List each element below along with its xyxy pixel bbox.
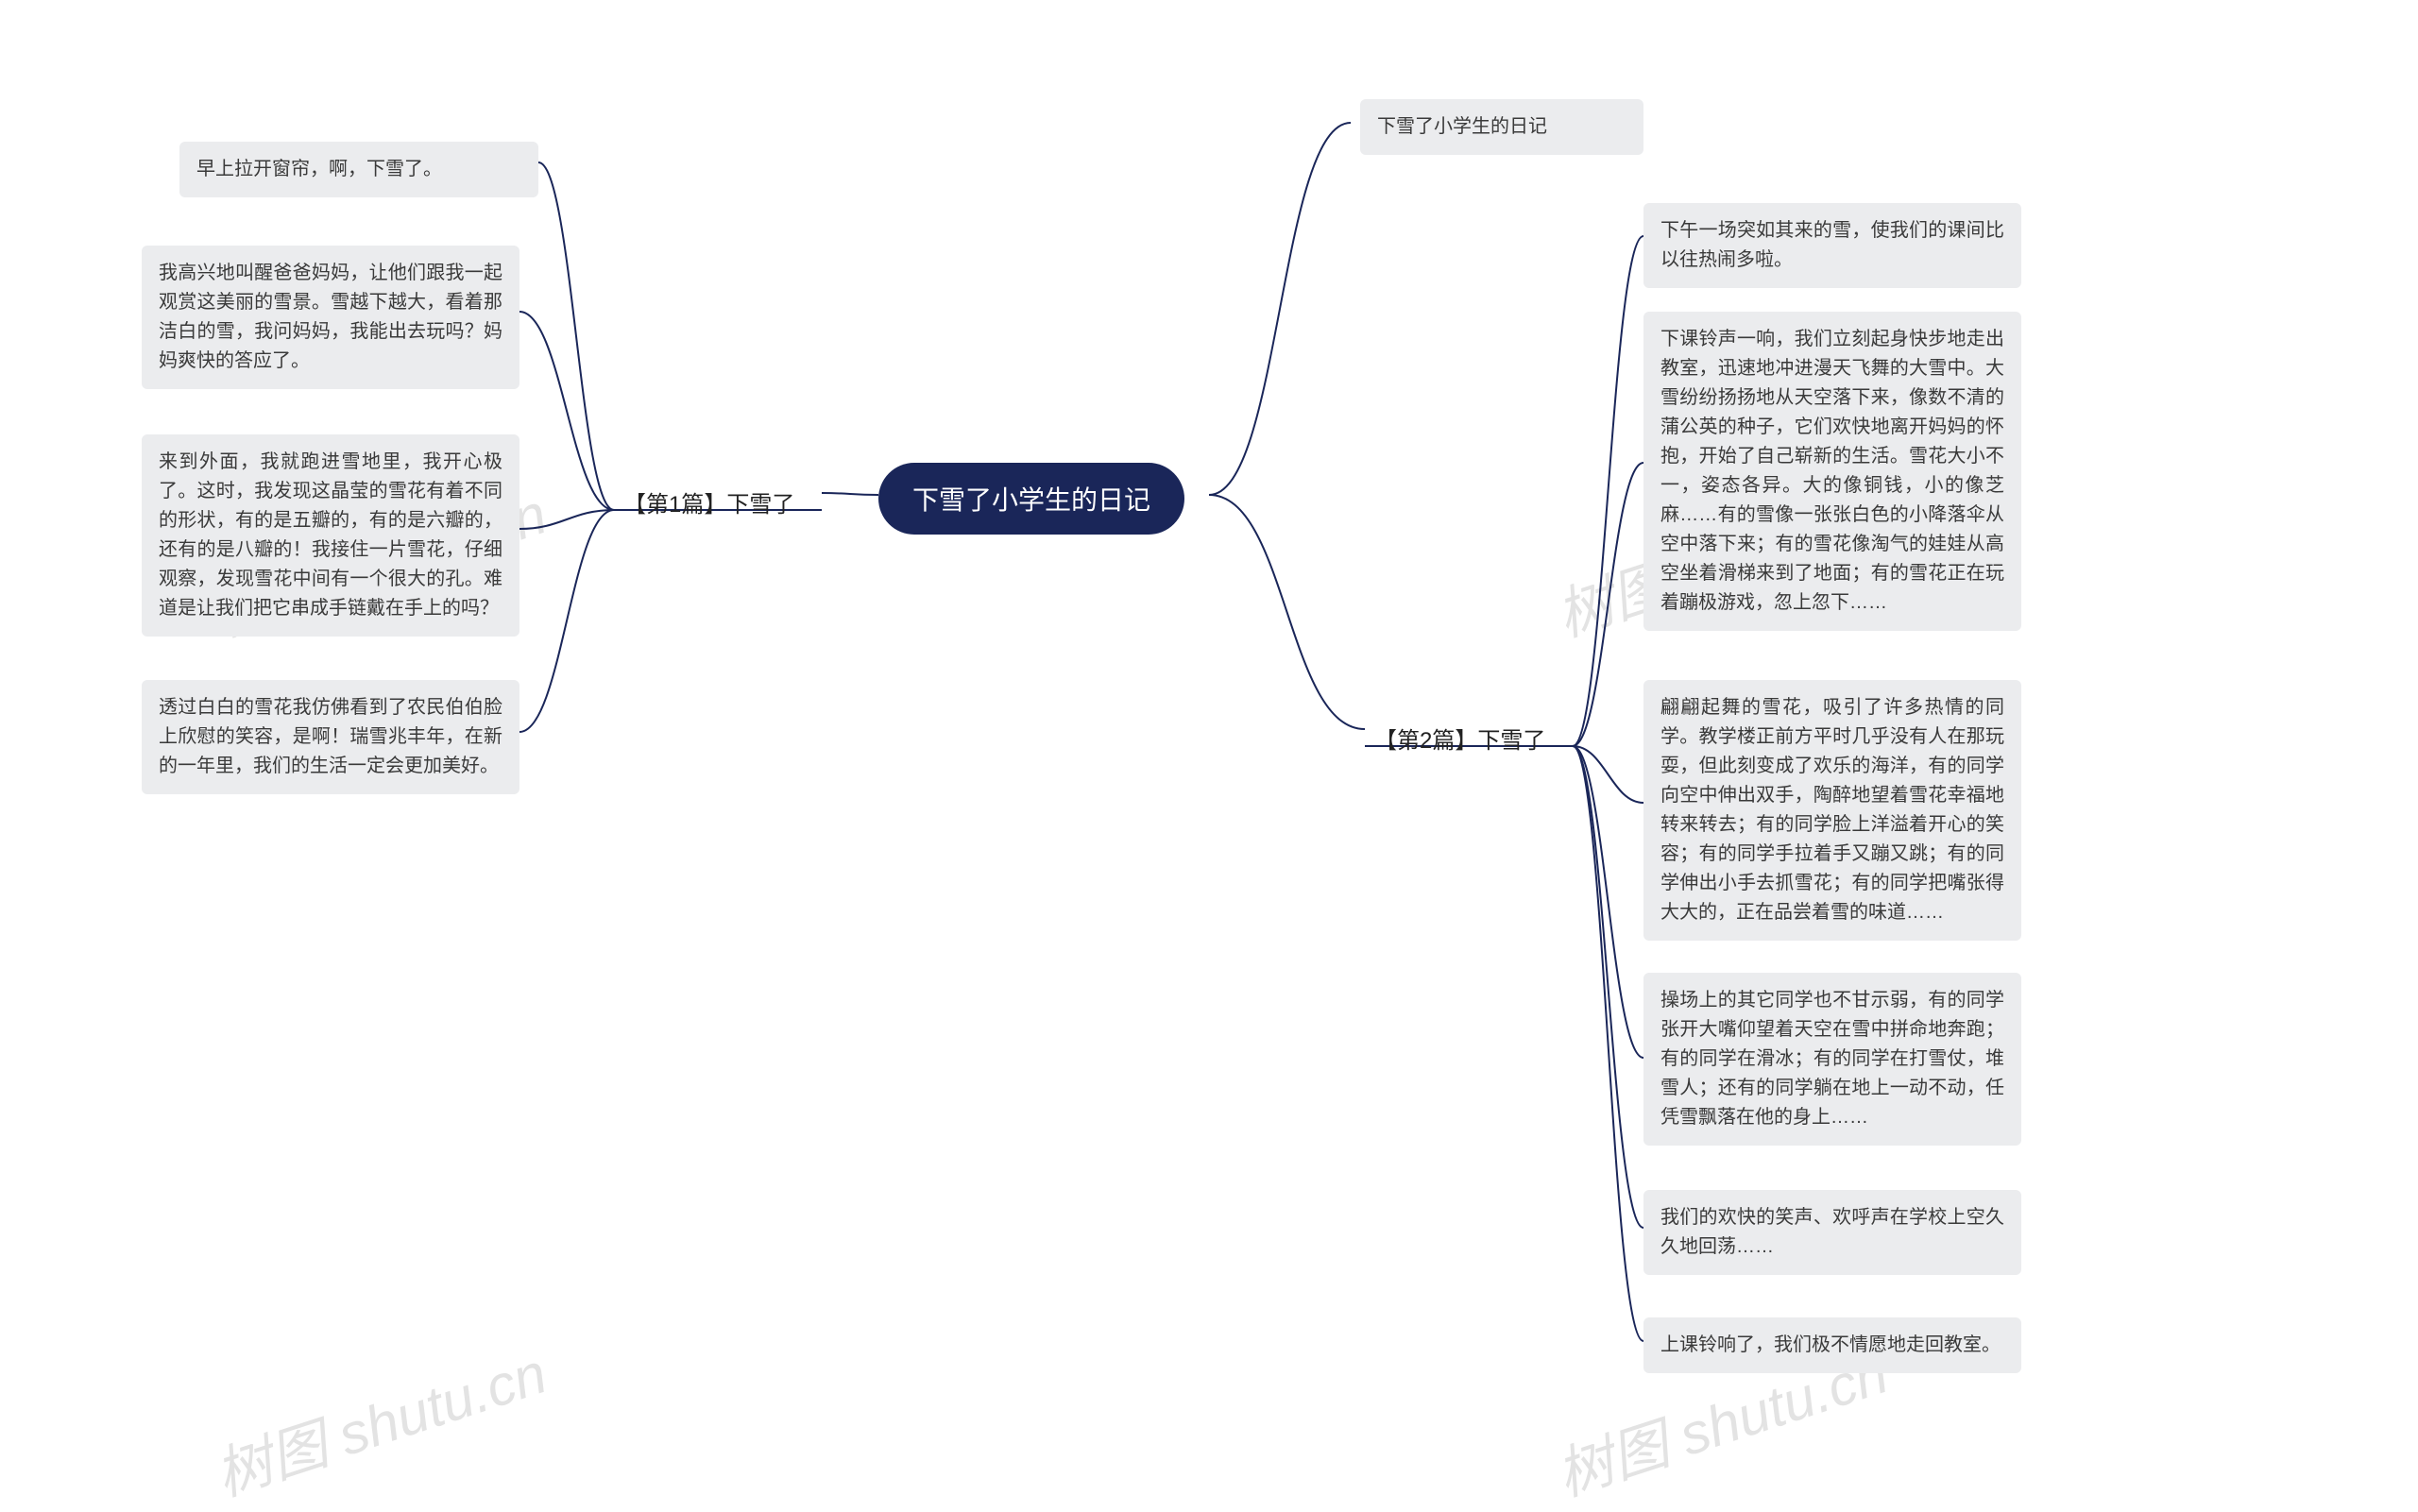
right-leaf: 下课铃声一响，我们立刻起身快步地走出教室，迅速地冲进漫天飞舞的大雪中。大雪纷纷扬… [1643,312,2021,631]
right-leaf: 操场上的其它同学也不甘示弱，有的同学张开大嘴仰望着天空在雪中拼命地奔跑；有的同学… [1643,973,2021,1146]
right-sub-node: 【第2篇】下雪了 [1374,718,1545,758]
right-top-leaf: 下雪了小学生的日记 [1360,99,1643,155]
right-leaf: 下午一场突如其来的雪，使我们的课间比以往热闹多啦。 [1643,203,2021,288]
watermark: 树图 shutu.cn [203,1328,555,1512]
left-leaf: 我高兴地叫醒爸爸妈妈，让他们跟我一起观赏这美丽的雪景。雪越下越大，看着那洁白的雪… [142,246,519,389]
root-node: 下雪了小学生的日记 [878,463,1184,535]
right-leaf: 我们的欢快的笑声、欢呼声在学校上空久久地回荡…… [1643,1190,2021,1275]
left-sub-node: 【第1篇】下雪了 [623,482,794,522]
right-leaf: 上课铃响了，我们极不情愿地走回教室。 [1643,1317,2021,1373]
left-leaf: 透过白白的雪花我仿佛看到了农民伯伯脸上欣慰的笑容，是啊！瑞雪兆丰年，在新的一年里… [142,680,519,794]
right-leaf: 翩翩起舞的雪花，吸引了许多热情的同学。教学楼正前方平时几乎没有人在那玩耍，但此刻… [1643,680,2021,941]
left-leaf: 来到外面，我就跑进雪地里，我开心极了。这时，我发现这晶莹的雪花有着不同的形状，有… [142,434,519,637]
left-leaf: 早上拉开窗帘，啊，下雪了。 [179,142,538,197]
